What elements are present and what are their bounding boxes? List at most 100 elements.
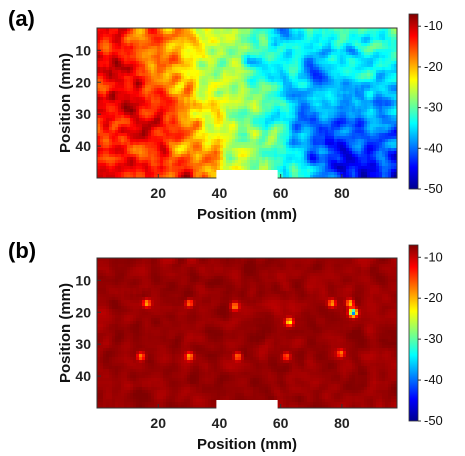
heatmap-cell	[289, 154, 293, 158]
heatmap-cell	[142, 100, 146, 104]
heatmap-cell	[121, 109, 125, 113]
heatmap-cell	[349, 91, 353, 95]
heatmap-cell	[166, 67, 170, 71]
heatmap-cell	[340, 70, 344, 74]
heatmap-cell	[100, 124, 104, 128]
heatmap-cell	[355, 82, 359, 86]
heatmap-cell	[298, 166, 302, 170]
heatmap-cell	[307, 97, 311, 101]
heatmap-cell	[166, 79, 170, 83]
heatmap-cell	[331, 148, 335, 152]
heatmap-cell	[118, 73, 122, 77]
heatmap-cell	[343, 148, 347, 152]
heatmap-cell	[175, 91, 179, 95]
heatmap-cell	[316, 91, 320, 95]
heatmap-cell	[391, 100, 395, 104]
heatmap-cell	[178, 121, 182, 125]
heatmap-cell	[388, 40, 392, 44]
heatmap-cell	[355, 142, 359, 146]
heatmap-cell	[235, 166, 239, 170]
heatmap-cell	[97, 31, 101, 35]
heatmap-cell	[367, 127, 371, 131]
heatmap-cell	[394, 109, 398, 113]
heatmap-cell	[292, 100, 296, 104]
heatmap-cell	[139, 55, 143, 59]
heatmap-cell	[208, 160, 212, 164]
heatmap-cell	[379, 43, 383, 47]
heatmap-cell	[385, 166, 389, 170]
heatmap-cell	[211, 109, 215, 113]
heatmap-cell	[301, 103, 305, 107]
heatmap-cell	[280, 139, 284, 143]
heatmap-cell	[214, 40, 218, 44]
heatmap-cell	[190, 76, 194, 80]
heatmap-cell	[394, 64, 398, 68]
heatmap-cell	[229, 133, 233, 137]
heatmap-cell	[115, 133, 119, 137]
heatmap-cell	[382, 43, 386, 47]
heatmap-cell	[280, 163, 284, 167]
heatmap-cell	[250, 127, 254, 131]
heatmap-cell	[322, 118, 326, 122]
heatmap-cell	[211, 154, 215, 158]
heatmap-cell	[334, 61, 338, 65]
heatmap-cell	[289, 172, 293, 176]
heatmap-cell	[268, 94, 272, 98]
heatmap-cell	[226, 37, 230, 41]
heatmap-cell	[118, 142, 122, 146]
heatmap-cell	[136, 46, 140, 50]
heatmap-cell	[109, 160, 113, 164]
heatmap-cell	[211, 85, 215, 89]
heatmap-cell	[388, 136, 392, 140]
heatmap-cell	[292, 163, 296, 167]
heatmap-cell	[148, 166, 152, 170]
heatmap-cell	[187, 88, 191, 92]
heatmap-cell	[271, 103, 275, 107]
heatmap-cell	[247, 148, 251, 152]
heatmap-cell	[370, 127, 374, 131]
heatmap-cell	[250, 133, 254, 137]
heatmap-cell	[133, 154, 137, 158]
heatmap-cell	[271, 121, 275, 125]
heatmap-cell	[151, 46, 155, 50]
heatmap-cell	[298, 115, 302, 119]
heatmap-cell	[199, 148, 203, 152]
heatmap-cell	[310, 88, 314, 92]
heatmap-cell	[133, 49, 137, 53]
heatmap-cell	[196, 97, 200, 101]
heatmap-cell	[202, 58, 206, 62]
heatmap-cell	[208, 124, 212, 128]
heatmap-cell	[118, 46, 122, 50]
heatmap-cell	[280, 136, 284, 140]
heatmap-cell	[106, 169, 110, 173]
heatmap-cell	[148, 43, 152, 47]
heatmap-cell	[262, 58, 266, 62]
heatmap-cell	[271, 34, 275, 38]
heatmap-cell	[187, 97, 191, 101]
heatmap-cell	[130, 103, 134, 107]
heatmap-cell	[124, 106, 128, 110]
heatmap-cell	[376, 175, 380, 179]
heatmap-cell	[211, 121, 215, 125]
heatmap-cell	[187, 121, 191, 125]
heatmap-cell	[361, 172, 365, 176]
heatmap-cell	[307, 133, 311, 137]
heatmap-cell	[238, 34, 242, 38]
heatmap-cell	[274, 124, 278, 128]
heatmap-cell	[268, 148, 272, 152]
heatmap-cell	[238, 49, 242, 53]
heatmap-cell	[307, 73, 311, 77]
heatmap-cell	[328, 94, 332, 98]
heatmap-cell	[361, 91, 365, 95]
heatmap-cell	[331, 97, 335, 101]
heatmap-cell	[115, 97, 119, 101]
heatmap-cell	[256, 76, 260, 80]
heatmap-cell	[127, 76, 131, 80]
heatmap-cell	[388, 160, 392, 164]
heatmap-cell	[316, 73, 320, 77]
heatmap-cell	[214, 109, 218, 113]
heatmap-cell	[247, 91, 251, 95]
heatmap-cell	[187, 157, 191, 161]
heatmap-cell	[133, 76, 137, 80]
heatmap-cell	[205, 142, 209, 146]
